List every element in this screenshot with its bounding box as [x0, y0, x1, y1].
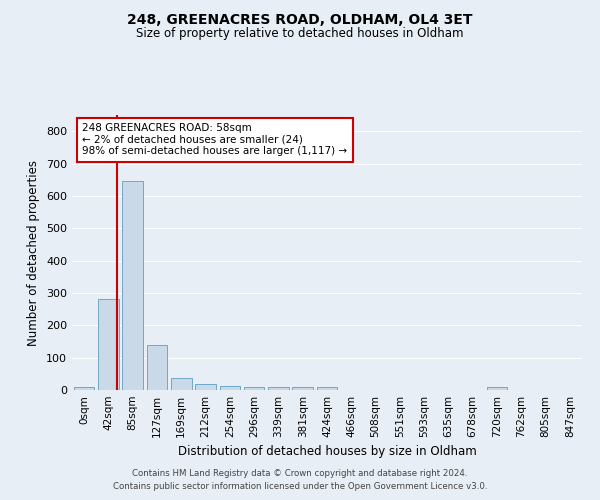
Bar — [74, 388, 94, 390]
Bar — [487, 388, 508, 390]
Bar — [268, 388, 289, 390]
Bar — [292, 388, 313, 390]
X-axis label: Distribution of detached houses by size in Oldham: Distribution of detached houses by size … — [178, 446, 476, 458]
Bar — [195, 384, 216, 390]
Bar — [317, 388, 337, 390]
Text: Contains HM Land Registry data © Crown copyright and database right 2024.: Contains HM Land Registry data © Crown c… — [132, 468, 468, 477]
Y-axis label: Number of detached properties: Number of detached properties — [28, 160, 40, 346]
Text: Size of property relative to detached houses in Oldham: Size of property relative to detached ho… — [136, 28, 464, 40]
Bar — [98, 300, 119, 390]
Bar — [171, 378, 191, 390]
Bar — [220, 386, 240, 390]
Text: 248, GREENACRES ROAD, OLDHAM, OL4 3ET: 248, GREENACRES ROAD, OLDHAM, OL4 3ET — [127, 12, 473, 26]
Bar — [244, 387, 265, 390]
Bar — [122, 182, 143, 390]
Bar — [146, 346, 167, 390]
Text: 248 GREENACRES ROAD: 58sqm
← 2% of detached houses are smaller (24)
98% of semi-: 248 GREENACRES ROAD: 58sqm ← 2% of detac… — [82, 123, 347, 156]
Text: Contains public sector information licensed under the Open Government Licence v3: Contains public sector information licen… — [113, 482, 487, 491]
